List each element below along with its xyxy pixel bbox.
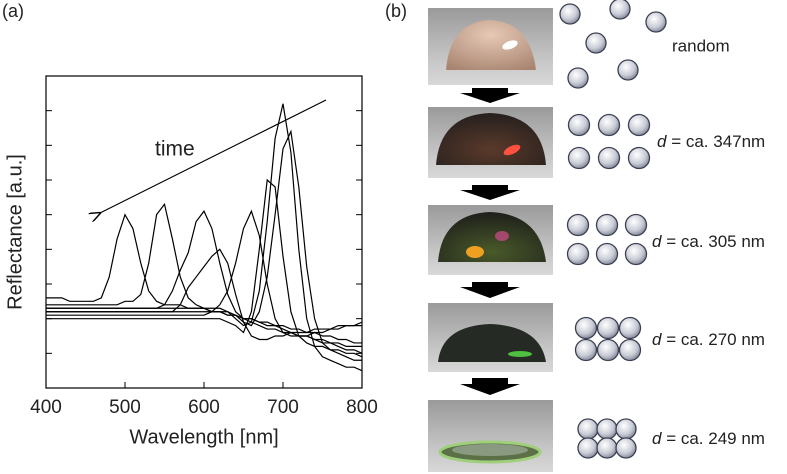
highlight	[508, 351, 532, 357]
spectrum-line	[46, 103, 363, 372]
spacing-text: = ca. 249 nm	[661, 429, 764, 448]
row-label: d = ca. 305 nm	[652, 232, 765, 251]
sphere	[624, 213, 648, 237]
variable: d	[652, 429, 662, 448]
spacing-text: = ca. 305 nm	[661, 232, 764, 251]
sphere	[597, 146, 621, 170]
variable: d	[652, 330, 662, 349]
sphere	[574, 316, 598, 340]
highlight	[495, 231, 509, 241]
sphere	[597, 113, 621, 137]
x-tick-label: 400	[30, 397, 62, 418]
x-tick-label: 800	[346, 397, 378, 418]
sphere	[577, 418, 599, 440]
row-label: d = ca. 249 nm	[652, 429, 765, 448]
sphere	[596, 338, 620, 362]
sphere	[559, 3, 581, 25]
variable: d	[657, 132, 667, 151]
spectrum-line	[46, 210, 362, 347]
sphere	[595, 242, 619, 266]
sphere	[645, 11, 667, 33]
sphere	[627, 146, 651, 170]
x-axis-label: Wavelength [nm]	[129, 426, 278, 448]
x-tick-label: 600	[188, 397, 220, 418]
sphere	[567, 113, 591, 137]
plot-frame	[45, 75, 363, 389]
spacing-text: = ca. 270 nm	[661, 330, 764, 349]
spectrum-line	[46, 248, 362, 341]
spectrum-line	[46, 209, 363, 337]
highlight	[502, 40, 518, 50]
sphere	[618, 316, 642, 340]
spacing-text: = ca. 347nm	[666, 132, 765, 151]
annotation: time	[155, 138, 195, 161]
time-arrow	[100, 99, 327, 213]
panel-label: (a)	[2, 1, 24, 21]
row-label: d = ca. 347nm	[657, 132, 765, 151]
down-arrows	[460, 88, 520, 395]
sphere	[585, 32, 607, 54]
panel-label: (b)	[385, 1, 407, 21]
sphere	[596, 437, 618, 459]
highlight	[503, 144, 521, 156]
chart: time Wavelength [nm] Reflectance [a.u.] …	[4, 75, 378, 448]
down-arrow	[460, 378, 520, 395]
y-axis-label: Reflectance [a.u.]	[4, 154, 26, 310]
down-arrow	[460, 282, 520, 298]
sphere	[567, 67, 589, 89]
droplet	[438, 212, 546, 262]
spectrum-line	[46, 202, 363, 354]
row-label: d = ca. 270 nm	[652, 330, 765, 349]
variable: d	[652, 232, 662, 251]
sphere	[595, 213, 619, 237]
sphere	[566, 213, 590, 237]
sphere	[627, 113, 651, 137]
sphere	[566, 242, 590, 266]
spectrum-line	[46, 129, 362, 361]
sphere	[596, 316, 620, 340]
sphere	[618, 338, 642, 362]
spectrum-line	[46, 213, 362, 344]
photos	[428, 8, 553, 472]
sphere	[577, 437, 599, 459]
sphere	[574, 338, 598, 362]
x-tick-label: 700	[267, 397, 299, 418]
sphere	[615, 437, 637, 459]
row-label: random	[672, 36, 730, 55]
down-arrow	[460, 185, 520, 200]
sphere	[596, 418, 618, 440]
down-arrow	[460, 88, 520, 103]
spectrum-line	[46, 178, 363, 358]
droplet-center	[452, 444, 528, 456]
sphere	[615, 418, 637, 440]
sphere	[609, 0, 631, 20]
spheres	[559, 0, 667, 459]
x-tick-label: 500	[109, 397, 141, 418]
sphere	[617, 59, 639, 81]
highlight	[466, 246, 484, 258]
droplet	[436, 113, 546, 165]
sphere	[624, 242, 648, 266]
sphere	[567, 146, 591, 170]
droplet	[446, 20, 536, 70]
row-labels: random d = ca. 347nm d = ca. 305 nm d = …	[652, 36, 765, 448]
